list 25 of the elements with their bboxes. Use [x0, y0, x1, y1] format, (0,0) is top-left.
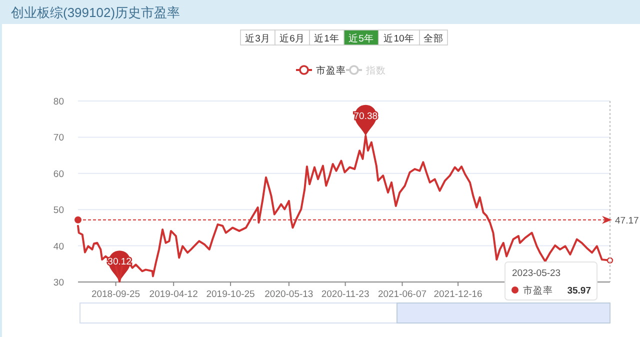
text: 35.97 [567, 286, 591, 296]
button: 近10年 [378, 30, 420, 46]
ref-line-label: 47.17 [615, 215, 639, 226]
y-tick-label: 80 [53, 96, 64, 108]
text: 市盈率 [523, 284, 553, 296]
annotation: 2023-05-23 [512, 268, 561, 279]
x-tick-label: 2019-10-25 [206, 289, 255, 300]
y-tick-label: 50 [53, 205, 64, 216]
x-tick-label: 2021-12-16 [434, 289, 482, 300]
y-tick-label: 70 [53, 132, 64, 144]
button: 全部 [419, 30, 448, 46]
button: 近5年 [344, 30, 379, 46]
y-tick-label: 30 [53, 278, 64, 288]
button: 近1年 [309, 30, 344, 46]
x-tick-label: 2020-05-13 [264, 289, 314, 300]
y-tick-label: 60 [53, 168, 64, 180]
x-tick-label: 2019-04-12 [149, 289, 198, 300]
chart-title: 创业板综(399102)历史市盈率 [11, 5, 180, 20]
x-tick-label: 2021-06-07 [378, 289, 427, 300]
x-tick-label: 2018-09-25 [91, 289, 140, 300]
button: 近6月 [274, 30, 310, 46]
x-tick-label: 2020-11-23 [321, 289, 370, 300]
button: 近3月 [240, 30, 276, 46]
y-tick-label: 40 [53, 241, 64, 252]
legend-label: 市盈率 [316, 64, 346, 76]
